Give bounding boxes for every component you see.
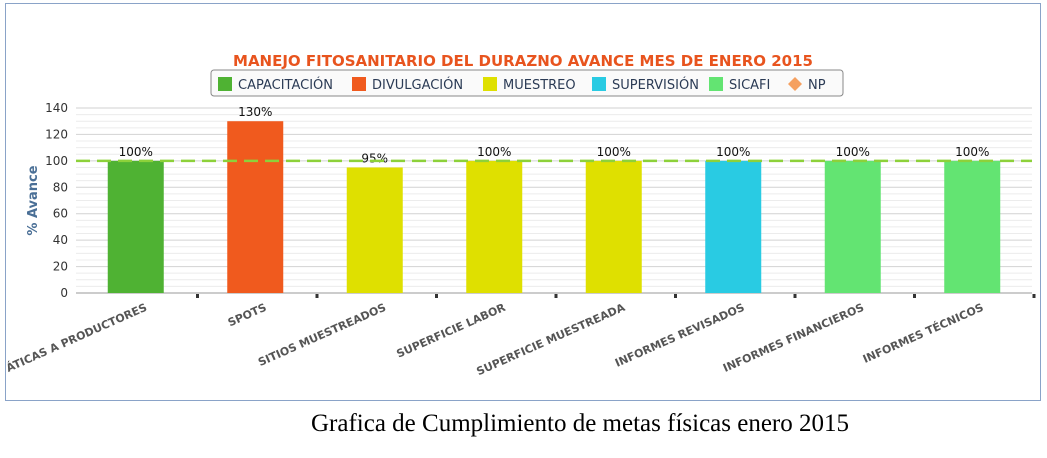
x-tick-label-8: INFORMES TÉCNICOS [861, 301, 986, 366]
bar-1 [107, 160, 164, 293]
legend-swatch-1 [352, 77, 366, 91]
y-tick-label: 140 [45, 101, 68, 115]
x-tick-mark [435, 294, 438, 298]
x-tick-mark [315, 294, 319, 298]
y-tick-label: 100 [45, 154, 68, 168]
data-label-5: 100% [597, 145, 631, 159]
x-tick-label-4: SUPERFICIE LABOR [395, 301, 508, 361]
x-tick-label-1: ÁTICAS A PRODUCTORES [6, 301, 149, 375]
bar-2 [227, 121, 284, 293]
x-tick-label-6: INFORMES REVISADOS [613, 301, 747, 370]
bar-8 [944, 160, 1001, 293]
y-axis-label: % Avance [26, 165, 41, 235]
chart-title: MANEJO FITOSANITARIO DEL DURAZNO AVANCE … [233, 52, 813, 70]
x-tick-mark [913, 294, 916, 298]
legend-label-0: CAPACITACIÓN [238, 77, 333, 93]
y-tick-label: 80 [53, 180, 68, 194]
bar-5 [585, 160, 642, 293]
bar-6 [705, 160, 762, 293]
bar-3 [346, 167, 403, 293]
legend-label-4: SICAFI [729, 78, 770, 93]
legend-label-2: MUESTREO [503, 78, 576, 93]
x-tick-label-2: SPOTS [226, 301, 269, 329]
legend-label-5: NP [808, 78, 826, 93]
y-tick-label: 60 [53, 207, 68, 221]
legend-label-3: SUPERVISIÓN [612, 77, 699, 93]
x-tick-mark [1032, 294, 1036, 298]
x-tick-mark [554, 294, 558, 298]
figure-caption: Grafica de Cumplimiento de metas físicas… [310, 410, 850, 437]
bar-7 [824, 160, 881, 293]
x-tick-mark [196, 294, 199, 298]
legend-swatch-2 [483, 77, 497, 91]
data-label-1: 100% [119, 145, 153, 159]
y-tick-label: 40 [53, 233, 68, 247]
data-label-3: 95% [361, 151, 388, 165]
y-tick-label: 0 [60, 286, 68, 300]
data-label-2: 130% [238, 105, 272, 119]
chart-frame: MANEJO FITOSANITARIO DEL DURAZNO AVANCE … [5, 3, 1041, 401]
y-tick-label: 120 [45, 127, 68, 141]
data-label-7: 100% [836, 145, 870, 159]
bar-chart: MANEJO FITOSANITARIO DEL DURAZNO AVANCE … [6, 52, 1036, 378]
legend-swatch-0 [218, 77, 232, 91]
x-tick-label-3: SITIOS MUESTREADOS [256, 301, 388, 369]
x-tick-mark [793, 294, 797, 298]
x-tick-mark [674, 294, 677, 298]
data-label-6: 100% [716, 145, 750, 159]
data-label-8: 100% [955, 145, 989, 159]
bar-4 [466, 160, 523, 293]
legend-swatch-4 [709, 77, 723, 91]
y-tick-label: 20 [53, 260, 68, 274]
legend-swatch-3 [592, 77, 606, 91]
legend-box [210, 69, 844, 97]
data-label-4: 100% [477, 145, 511, 159]
legend-label-1: DIVULGACIÓN [372, 77, 463, 93]
legend-marker-np [788, 77, 802, 91]
